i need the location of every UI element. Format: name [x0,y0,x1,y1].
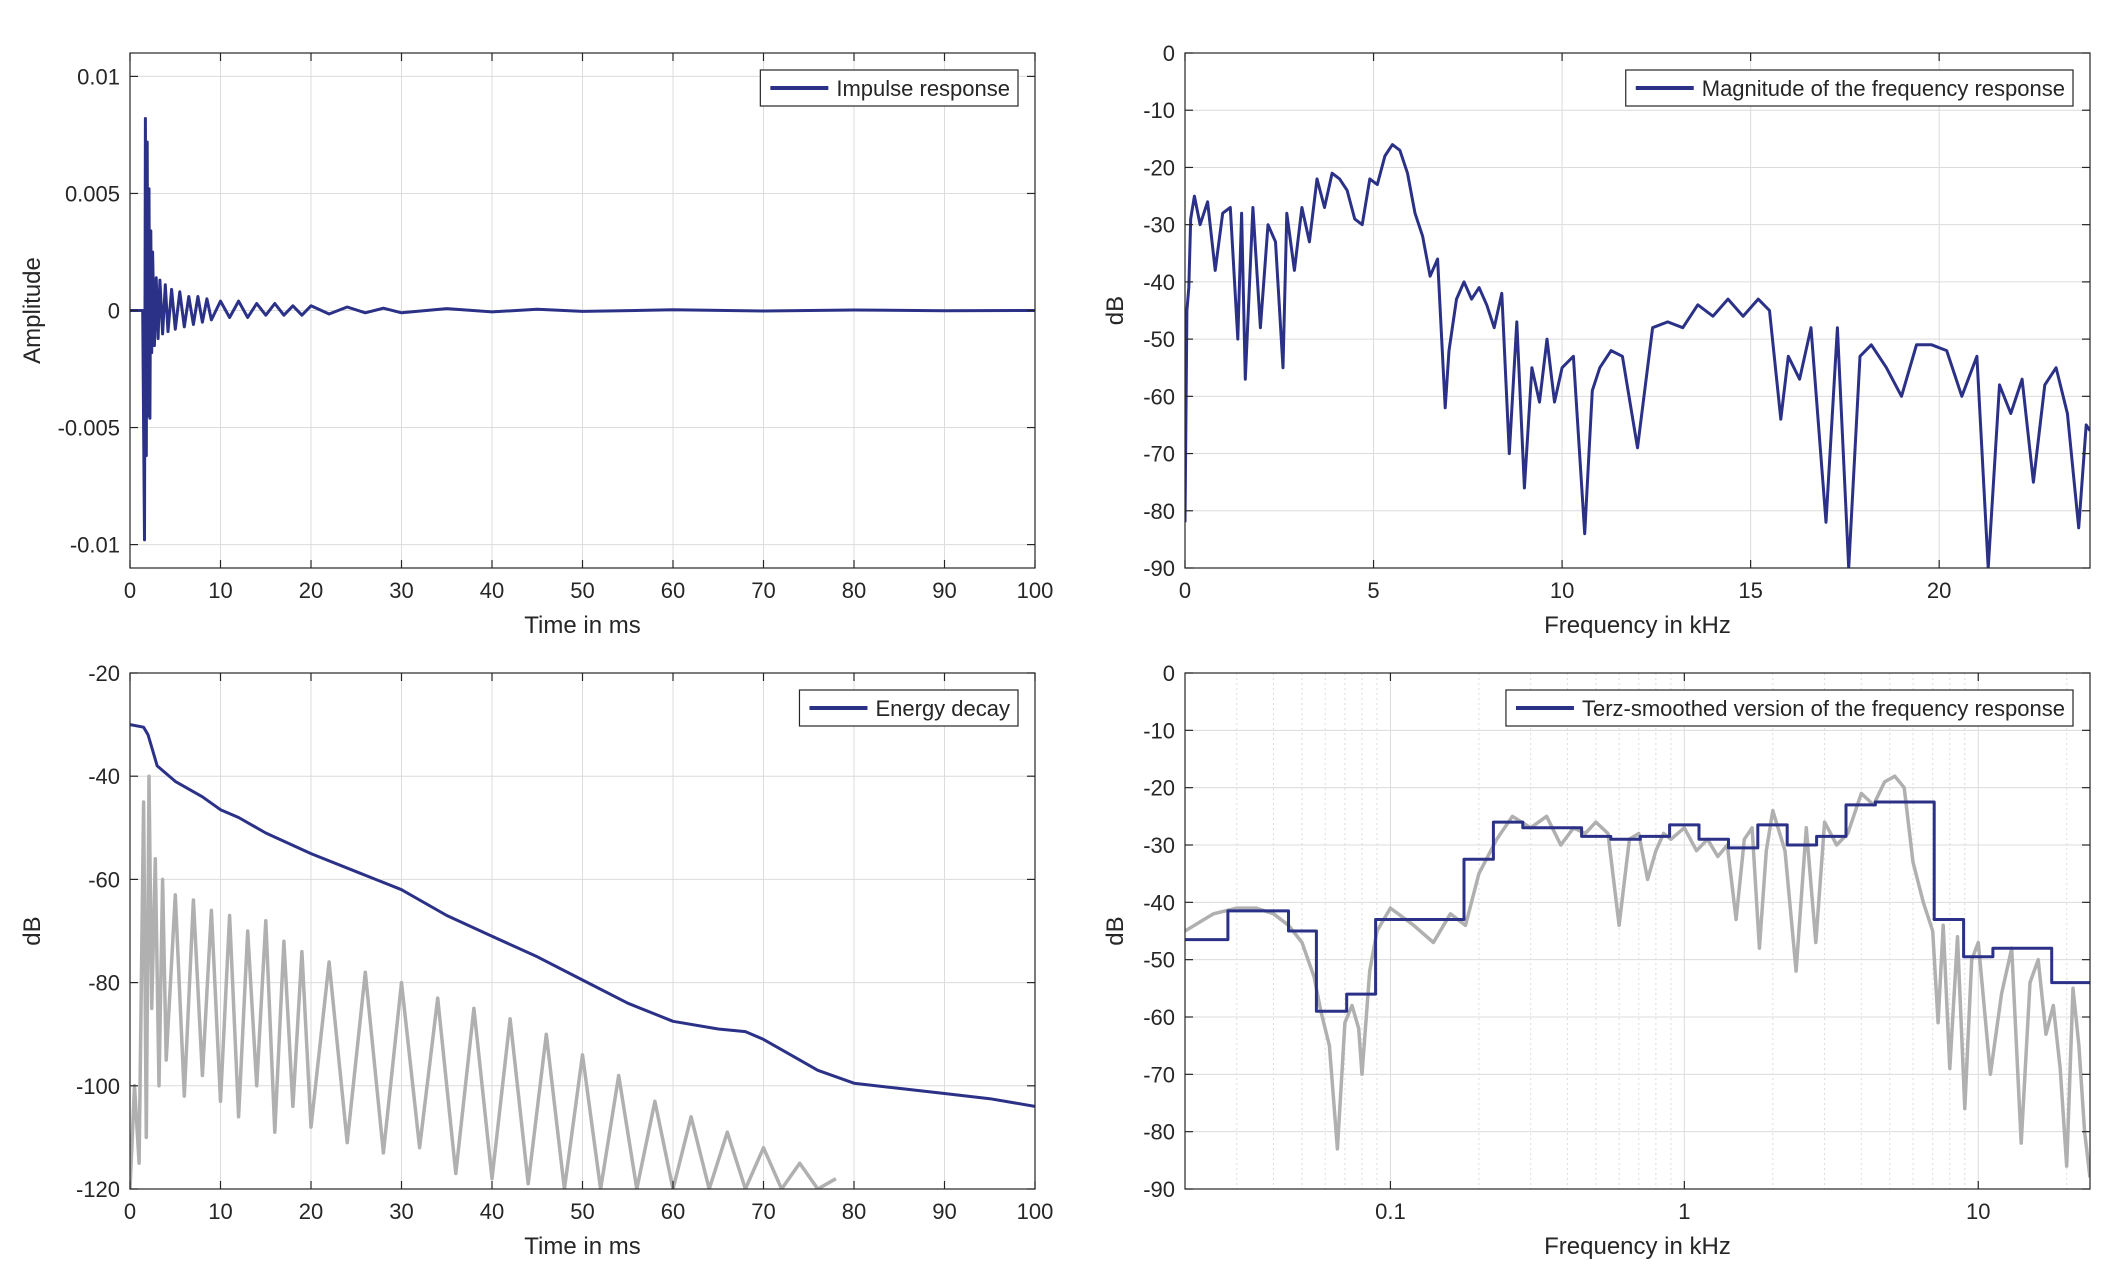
y-tick-label: -60 [1143,1005,1175,1030]
legend-label: Magnitude of the frequency response [1702,76,2065,101]
x-tick-label: 40 [480,578,504,603]
y-tick-label: -80 [88,971,120,996]
y-tick-label: -80 [1143,1120,1175,1145]
y-tick-label: -50 [1143,948,1175,973]
y-tick-label: -30 [1143,213,1175,238]
grid [1185,672,2090,1190]
y-axis-label: dB [1102,296,1129,325]
x-tick-label: 10 [1550,578,1574,603]
y-tick-label: -120 [76,1177,120,1202]
grid [129,672,1036,1190]
y-axis-label: dB [19,916,46,945]
y-tick-label: -0.01 [70,533,120,558]
x-tick-label: 100 [1017,578,1054,603]
y-tick-label: 0.005 [65,181,120,206]
plot-area [1185,53,2090,568]
x-tick-label: 50 [570,578,594,603]
x-tick-label: 0 [1179,578,1191,603]
legend: Terz-smoothed version of the frequency r… [1505,689,2074,727]
x-tick-label: 30 [389,578,413,603]
y-tick-label: -70 [1143,1062,1175,1087]
series-line-primary [1185,800,2090,1013]
y-tick-label: 0 [108,299,120,324]
x-tick-label: 0.1 [1375,1199,1406,1224]
legend-label: Terz-smoothed version of the frequency r… [1582,696,2065,721]
y-tick-label: -40 [1143,890,1175,915]
x-tick-label: 40 [480,1199,504,1224]
x-tick-label: 30 [389,1199,413,1224]
y-tick-label: 0.01 [77,64,120,89]
axes-box [1184,52,2091,569]
legend-box [1625,69,2074,107]
x-axis-label: Time in ms [524,612,640,639]
y-tick-label: -40 [1143,270,1175,295]
x-tick-label: 100 [1017,1199,1054,1224]
y-tick-label: -90 [1143,1177,1175,1202]
x-tick-label: 0 [124,578,136,603]
x-tick-label: 60 [661,578,685,603]
y-tick-label: -10 [1143,718,1175,743]
y-tick-label: 0 [1163,661,1175,686]
y-tick-label: -50 [1143,327,1175,352]
y-tick-label: -90 [1143,556,1175,581]
y-tick-label: -30 [1143,833,1175,858]
x-tick-label: 20 [299,1199,323,1224]
legend-box [1505,689,2074,727]
y-tick-label: -20 [1143,155,1175,180]
panel-magnitude: 0 5 10 15 20 0 -10 -20 -30 -40 -50 -60 -70 -80 -90 Freq… [1102,41,2091,639]
series-line-primary [130,723,1035,1108]
y-tick-label: -60 [1143,384,1175,409]
y-tick-label: -100 [76,1074,120,1099]
x-tick-label: 10 [208,578,232,603]
y-axis-label: Amplitude [19,257,46,364]
x-tick-label: 70 [751,578,775,603]
x-axis-label: Time in ms [524,1233,640,1260]
y-tick-label: -80 [1143,499,1175,524]
y-tick-label: -60 [88,867,120,892]
series-line-primary [130,117,1035,542]
plot-area [1185,673,2090,1189]
x-tick-label: 70 [751,1199,775,1224]
series-line-secondary [130,774,837,1189]
x-tick-label: 80 [842,1199,866,1224]
y-tick-label: -20 [1143,776,1175,801]
y-tick-label: -10 [1143,98,1175,123]
y-tick-label: -70 [1143,442,1175,467]
x-tick-label: 50 [570,1199,594,1224]
panel-terz: 0.1 1 10 0 -10 -20 -30 -40 -50 -60 -70 -80 -90 Freque… [1102,661,2091,1260]
x-tick-label: 1 [1678,1199,1690,1224]
x-axis-label: Frequency in kHz [1544,612,1731,639]
y-tick-label: -20 [88,661,120,686]
series-line-secondary [1185,774,2090,1178]
legend-label: Energy decay [875,696,1010,721]
x-tick-label: 5 [1367,578,1379,603]
x-tick-label: 20 [299,578,323,603]
y-tick-label: -0.005 [58,416,120,441]
x-tick-label: 10 [208,1199,232,1224]
x-axis-label: Frequency in kHz [1544,1233,1731,1260]
y-axis-label: dB [1102,916,1129,945]
x-tick-label: 15 [1738,578,1762,603]
y-tick-label: -40 [88,764,120,789]
axes-box [1184,672,2091,1190]
legend: Magnitude of the frequency response [1625,69,2074,107]
panel-decay: 0 10 20 30 40 50 60 70 80 90 100 -20 -40 -60 -80 -100 -1… [19,661,1053,1260]
x-tick-label: 60 [661,1199,685,1224]
x-tick-label: 90 [932,1199,956,1224]
legend: Energy decay [798,689,1019,727]
x-tick-label: 80 [842,578,866,603]
panel-impulse: 0 10 20 30 40 50 60 70 80 90 100 -0.01 -0.005 0 0.005 0… [19,52,1054,639]
y-tick-label: 0 [1163,41,1175,66]
legend: Impulse response [759,69,1019,107]
x-tick-label: 90 [932,578,956,603]
x-tick-label: 20 [1927,578,1951,603]
series-line-primary [1185,143,2090,568]
legend-label: Impulse response [836,76,1010,101]
x-tick-label: 0 [124,1199,136,1224]
x-tick-label: 10 [1966,1199,1990,1224]
